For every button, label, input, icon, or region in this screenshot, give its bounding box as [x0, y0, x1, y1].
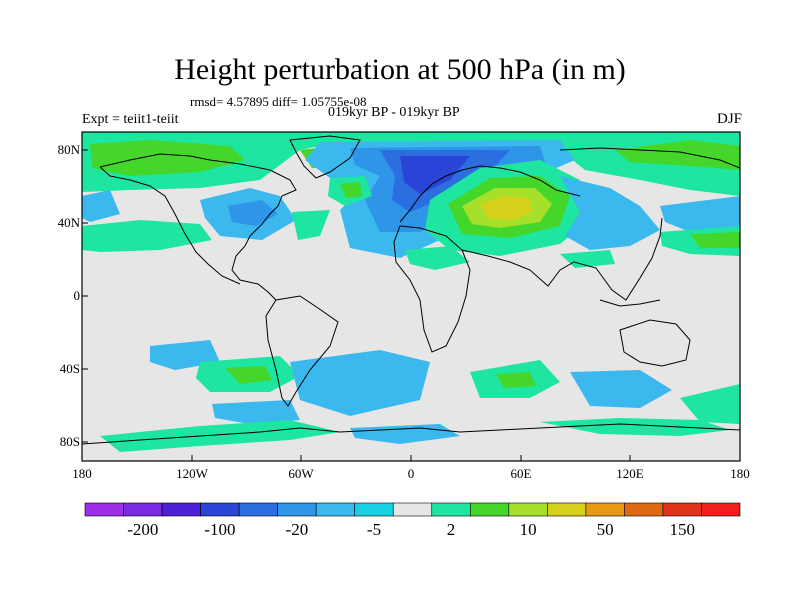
colorbar-swatch	[585, 502, 625, 517]
lat-tick-0: 0	[73, 288, 81, 303]
lon-tick-60w: 60W	[288, 466, 314, 481]
contour-antarctic-positive-east	[540, 418, 730, 436]
coast-north-america	[99, 153, 297, 301]
lon-tick-120e: 120E	[616, 466, 644, 481]
colorbar-swatch	[238, 502, 278, 517]
coast-north-america-west	[99, 166, 241, 285]
contour-greenland-sea-core	[340, 182, 362, 198]
coast-indonesia	[599, 299, 661, 307]
contour-antarctic-positive	[100, 420, 340, 452]
lon-tick-120w: 120W	[176, 466, 208, 481]
plot-title: Height perturbation at 500 hPa (in m)	[174, 53, 626, 86]
contour-arctic-green-east	[615, 140, 740, 170]
contour-india-positive	[560, 250, 615, 268]
lat-tick-80n: 80N	[57, 142, 80, 157]
colorbar-swatch	[354, 502, 394, 517]
coastlines	[82, 135, 740, 445]
colorbar-swatch	[508, 502, 548, 517]
contour-west-pacific-positive	[82, 220, 212, 252]
lat-tick-40s: 40S	[59, 361, 80, 376]
colorbar-label: -200	[127, 520, 159, 539]
contour-eurasia-positive-4	[480, 196, 532, 220]
contour-pacific-positive-core	[690, 232, 740, 248]
colorbar-label: 2	[446, 520, 456, 539]
colorbar-swatch	[84, 502, 124, 517]
colorbar	[84, 502, 741, 517]
lon-tick-60e: 60E	[510, 466, 532, 481]
coast-australia	[619, 319, 691, 367]
stats-label: rmsd= 4.57895 diff= 1.05755e-08	[190, 94, 367, 109]
contour-west-pacific-negative	[82, 190, 120, 222]
contour-mideast-positive	[405, 246, 470, 270]
contour-s-pacific-core	[225, 366, 272, 384]
contour-europe-negative-4	[400, 156, 470, 194]
colorbar-label: -20	[285, 520, 309, 539]
contour-arctic-positive	[82, 132, 740, 196]
coast-greenland	[289, 135, 361, 179]
lat-tick-80s: 80S	[59, 434, 80, 449]
lon-tick-180w: 180	[72, 466, 92, 481]
coast-asia-south	[461, 217, 663, 301]
colorbar-swatch	[161, 502, 201, 517]
contour-s-indian-negative	[570, 370, 672, 408]
colorbar-swatch	[200, 502, 240, 517]
experiment-label: Expt = teiit1-teiit	[82, 112, 179, 127]
coast-antarctica	[82, 423, 740, 445]
coast-south-america	[265, 295, 339, 407]
contour-siberia-negative	[560, 176, 660, 250]
colorbar-swatch	[315, 502, 356, 517]
contour-pacific-negative	[660, 196, 740, 232]
colorbar-label: -100	[204, 520, 236, 539]
contour-s-atlantic-negative	[290, 350, 430, 416]
colorbar-label: -5	[366, 520, 382, 539]
colorbar-label: 10	[519, 520, 537, 539]
coast-europe	[399, 165, 581, 223]
colorbar-swatch	[277, 502, 317, 517]
contour-s-ocean-negative-west	[212, 400, 300, 424]
colorbar-swatch	[392, 502, 433, 517]
axis-ticks	[82, 149, 631, 461]
contour-atlantic-positive	[292, 210, 330, 240]
colorbar-swatch	[547, 502, 587, 517]
contour-arctic-green	[90, 140, 245, 176]
colorbar-swatch	[662, 502, 702, 517]
contour-s-ocean-positive-east	[680, 384, 740, 424]
season-label: DJF	[716, 111, 742, 127]
periods-label: 019kyr BP - 019kyr BP	[328, 105, 460, 120]
lon-tick-0: 0	[407, 466, 415, 481]
coast-africa	[393, 225, 471, 353]
lat-tick-40n: 40N	[57, 215, 80, 230]
colorbar-swatch	[469, 502, 510, 517]
colorbar-label: 150	[669, 520, 695, 539]
lon-tick-180e: 180	[730, 466, 750, 481]
colorbar-swatch	[431, 502, 471, 517]
colorbar-swatch	[701, 502, 741, 517]
colorbar-label: 50	[596, 520, 614, 539]
contour-fill-layer	[82, 132, 740, 452]
contour-s-indian-core	[496, 372, 536, 388]
coast-asia-north	[559, 147, 740, 169]
colorbar-swatch	[123, 502, 163, 517]
colorbar-swatch	[624, 502, 664, 517]
